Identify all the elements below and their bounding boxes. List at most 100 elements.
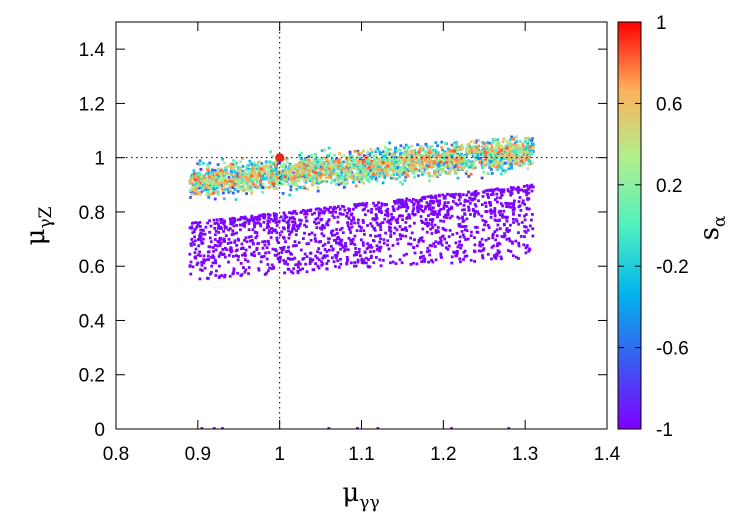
scatter-point bbox=[393, 200, 396, 203]
scatter-point bbox=[208, 219, 211, 223]
scatter-point bbox=[394, 218, 398, 222]
scatter-point bbox=[405, 206, 409, 209]
scatter-point bbox=[288, 211, 291, 214]
scatter-point bbox=[365, 202, 369, 205]
scatter-point bbox=[373, 226, 376, 230]
scatter-point bbox=[348, 166, 352, 170]
scatter-point bbox=[248, 174, 251, 177]
scatter-point bbox=[350, 171, 354, 174]
scatter-point bbox=[240, 242, 244, 246]
scatter-point bbox=[430, 164, 434, 167]
scatter-point bbox=[299, 248, 303, 252]
scatter-point bbox=[345, 166, 348, 169]
scatter-point bbox=[512, 148, 516, 152]
scatter-point bbox=[326, 223, 330, 227]
scatter-point bbox=[404, 162, 408, 166]
scatter-point bbox=[362, 258, 365, 262]
scatter-point bbox=[450, 205, 453, 209]
scatter-point bbox=[296, 269, 300, 273]
scatter-point bbox=[205, 186, 208, 190]
scatter-point bbox=[212, 180, 216, 184]
scatter-point bbox=[495, 196, 499, 200]
scatter-point bbox=[353, 172, 357, 176]
scatter-point bbox=[306, 175, 310, 179]
scatter-point bbox=[373, 168, 377, 172]
scatter-point bbox=[335, 182, 338, 186]
scatter-point bbox=[511, 209, 515, 212]
scatter-point bbox=[214, 259, 217, 262]
scatter-point bbox=[427, 151, 431, 155]
y-axis-title: μγZ bbox=[21, 206, 56, 245]
scatter-point bbox=[432, 200, 435, 203]
scatter-point bbox=[247, 178, 250, 182]
scatter-point bbox=[390, 157, 394, 161]
scatter-point bbox=[206, 276, 209, 280]
scatter-point bbox=[247, 222, 251, 225]
scatter-point bbox=[352, 164, 356, 168]
scatter-point bbox=[436, 144, 439, 148]
scatter-point bbox=[353, 234, 357, 238]
scatter-point bbox=[451, 233, 455, 236]
scatter-point bbox=[235, 244, 239, 247]
scatter-point bbox=[317, 173, 321, 177]
scatter-point bbox=[314, 159, 318, 163]
scatter-point bbox=[248, 177, 252, 181]
scatter-point bbox=[480, 214, 484, 218]
scatter-point bbox=[401, 153, 405, 157]
scatter-point bbox=[335, 176, 339, 180]
scatter-point bbox=[360, 261, 364, 265]
scatter-point bbox=[333, 233, 337, 237]
scatter-point bbox=[443, 202, 447, 206]
scatter-point bbox=[518, 161, 521, 164]
scatter-point bbox=[496, 159, 500, 162]
y-axis-title-subscript: γZ bbox=[36, 206, 56, 228]
scatter-point bbox=[287, 173, 291, 177]
scatter-point bbox=[265, 226, 269, 229]
scatter-point bbox=[511, 217, 515, 221]
scatter-point bbox=[320, 260, 323, 264]
y-axis-title-symbol: μ bbox=[21, 229, 51, 246]
scatter-point bbox=[410, 157, 414, 161]
scatter-point bbox=[215, 221, 219, 225]
scatter-point bbox=[509, 154, 513, 157]
scatter-point bbox=[283, 170, 287, 174]
scatter-point bbox=[360, 238, 363, 242]
scatter-point bbox=[334, 256, 338, 260]
scatter-point bbox=[417, 238, 421, 242]
scatter-point bbox=[198, 221, 202, 224]
scatter-point bbox=[321, 223, 325, 227]
scatter-point bbox=[424, 161, 428, 164]
scatter-point bbox=[338, 228, 342, 232]
scatter-point bbox=[292, 267, 296, 271]
scatter-point bbox=[282, 259, 286, 262]
scatter-point bbox=[306, 187, 309, 191]
scatter-point bbox=[501, 204, 505, 208]
scatter-point bbox=[495, 234, 499, 238]
scatter-point bbox=[283, 236, 286, 240]
scatter-point bbox=[459, 195, 462, 199]
scatter-point bbox=[454, 157, 458, 160]
scatter-point bbox=[386, 207, 390, 211]
scatter-point bbox=[323, 179, 327, 183]
sm-point-marker bbox=[275, 153, 285, 163]
scatter-point bbox=[527, 140, 531, 144]
scatter-point bbox=[264, 186, 267, 189]
scatter-point bbox=[327, 237, 330, 241]
scatter-point bbox=[235, 254, 238, 257]
scatter-point bbox=[253, 173, 257, 177]
scatter-point bbox=[226, 172, 230, 176]
scatter-point bbox=[385, 162, 388, 166]
scatter-point bbox=[349, 242, 353, 246]
scatter-point bbox=[508, 205, 511, 209]
scatter-point bbox=[376, 223, 380, 227]
scatter-point bbox=[329, 206, 332, 209]
scatter-point bbox=[377, 175, 381, 178]
scatter-point bbox=[491, 191, 495, 195]
scatter-point bbox=[437, 230, 440, 234]
scatter-point bbox=[321, 160, 325, 164]
scatter-point bbox=[321, 244, 325, 248]
scatter-point bbox=[232, 267, 236, 271]
scatter-point bbox=[473, 209, 477, 213]
scatter-point bbox=[353, 149, 357, 153]
scatter-point bbox=[349, 156, 353, 160]
